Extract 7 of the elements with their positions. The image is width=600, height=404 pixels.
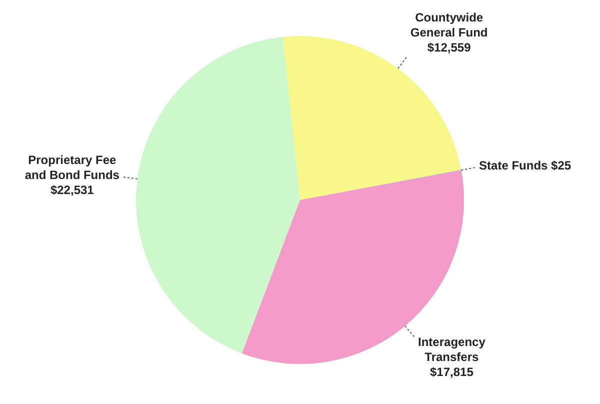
slice-label: Countywide General Fund (410, 10, 488, 40)
slice-label: Interagency Transfers (418, 335, 486, 364)
data-label: $12,559 (427, 40, 472, 55)
slice-label: Proprietary Fee and Bond Funds (24, 152, 120, 182)
data-label: $17,815 (430, 365, 474, 380)
slice-label: State Funds $25 (479, 158, 572, 172)
data-label: $22,531 (50, 182, 94, 197)
